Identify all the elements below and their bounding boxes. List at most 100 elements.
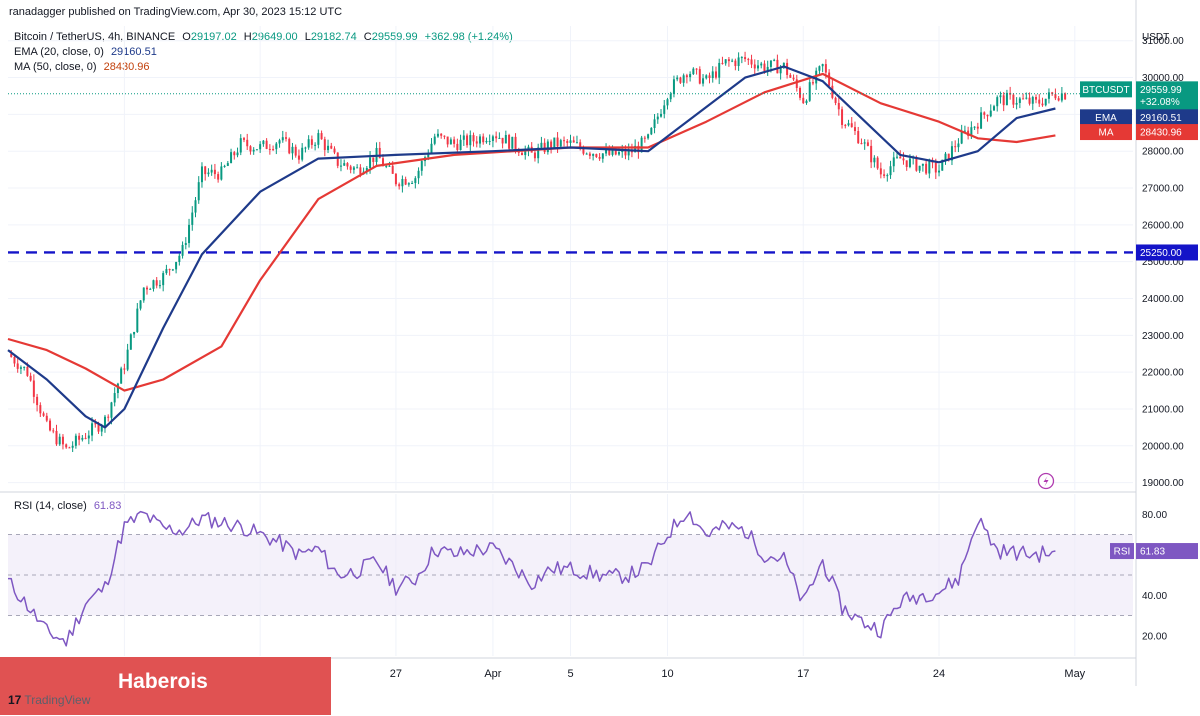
candle-body — [1060, 93, 1063, 101]
watermark-banner: Haberois — [0, 657, 331, 715]
candle-body — [498, 137, 501, 139]
candle-body — [563, 140, 566, 142]
candle-body — [200, 166, 203, 183]
candle-body — [485, 140, 488, 143]
change-value: +362.98 (+1.24%) — [424, 31, 513, 43]
candle-body — [624, 149, 627, 156]
candle-body — [23, 366, 26, 368]
candle-body — [268, 148, 271, 150]
candle-body — [786, 62, 789, 75]
candle-body — [572, 140, 575, 143]
price-tick-label: 24000.00 — [1142, 294, 1184, 305]
candle-body — [301, 147, 304, 160]
candle-body — [1028, 97, 1031, 104]
candle-body — [440, 133, 443, 136]
candle-body — [595, 154, 598, 157]
candle-body — [327, 145, 330, 151]
candle-body — [999, 95, 1002, 98]
candle-body — [702, 78, 705, 84]
candle-body — [1025, 97, 1028, 99]
candle-body — [908, 158, 911, 167]
candle-body — [13, 356, 16, 364]
candle-body — [731, 60, 734, 62]
open-label: O — [182, 31, 191, 43]
candle-body — [26, 366, 29, 376]
candle-body — [265, 140, 268, 149]
candle-body — [769, 60, 772, 67]
candle-body — [566, 140, 569, 143]
ema-legend-label: EMA (20, close, 0) — [14, 46, 104, 58]
candle-body — [886, 175, 889, 177]
ma-price-tag-value: 28430.96 — [1140, 128, 1182, 139]
candle-body — [970, 127, 973, 136]
ma-price-tag-value-box — [1136, 124, 1198, 141]
candle-body — [191, 212, 194, 225]
candle-body — [605, 149, 608, 154]
candle-body — [824, 64, 827, 73]
candle-body — [1018, 98, 1021, 103]
candle-body — [853, 127, 856, 131]
candle-body — [902, 158, 905, 161]
btc-price-tag-name-box — [1080, 81, 1132, 98]
candle-body — [103, 416, 106, 427]
candle-body — [546, 141, 549, 153]
candle-body — [524, 150, 527, 156]
candle-body — [521, 152, 524, 156]
publisher-line: ranadagger published on TradingView.com,… — [9, 6, 343, 18]
candle-body — [65, 444, 68, 448]
support-tag-box — [1136, 244, 1198, 261]
candle-body — [954, 146, 957, 148]
candle-body — [550, 141, 553, 148]
candle-body — [349, 166, 352, 170]
candle-body — [727, 59, 730, 62]
candle-body — [307, 139, 310, 148]
candle-body — [204, 166, 207, 175]
tradingview-logo-mark: 17 — [8, 693, 22, 707]
price-axis-currency: USDT — [1142, 32, 1169, 43]
candle-body — [921, 163, 924, 166]
candle-body — [469, 135, 472, 146]
rsi-tick-label: 40.00 — [1142, 591, 1167, 602]
candle-body — [94, 423, 97, 425]
candle-body — [491, 136, 494, 141]
tradingview-logo-text: TradingView — [24, 693, 91, 707]
candle-body — [986, 114, 989, 117]
candle-body — [1041, 103, 1044, 106]
candle-body — [737, 57, 740, 67]
candle-body — [184, 243, 187, 245]
candle-body — [188, 224, 191, 244]
candle-body — [669, 93, 672, 100]
candle-body — [165, 269, 168, 274]
candle-body — [110, 402, 113, 418]
candle-body — [462, 135, 465, 140]
candle-body — [278, 140, 281, 144]
candle-body — [508, 134, 511, 149]
candle-body — [197, 182, 200, 201]
candle-body — [760, 63, 763, 66]
candle-body — [601, 153, 604, 159]
candle-body — [734, 60, 737, 67]
price-tick-label: 26000.00 — [1142, 220, 1184, 231]
candle-body — [614, 148, 617, 155]
rsi-legend-label: RSI (14, close) — [14, 500, 87, 512]
candle-body — [359, 167, 362, 175]
candle-body — [847, 123, 850, 126]
ma-legend-value: 28430.96 — [103, 61, 150, 73]
candle-body — [643, 137, 646, 139]
time-tick-label: 5 — [567, 668, 573, 680]
candle-body — [905, 160, 908, 167]
candle-body — [91, 423, 94, 436]
price-tick-label: 28000.00 — [1142, 147, 1184, 158]
price-tick-label: 23000.00 — [1142, 331, 1184, 342]
candle-body — [32, 380, 35, 397]
ma50-line — [7, 72, 1056, 392]
candle-body — [466, 135, 469, 146]
candle-body — [488, 140, 491, 142]
candle-body — [304, 147, 307, 149]
tradingview-logo: 17 TradingView — [8, 693, 90, 707]
candle-body — [650, 127, 653, 135]
support-tag-value: 25250.00 — [1140, 248, 1182, 259]
candle-body — [918, 165, 921, 171]
ema-price-tag-value: 29160.51 — [1140, 113, 1182, 124]
